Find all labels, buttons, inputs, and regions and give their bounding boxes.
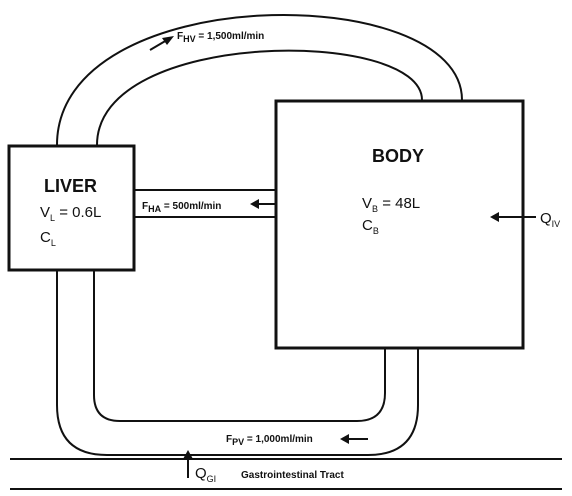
body-concentration: CB bbox=[362, 217, 379, 236]
hepatic-artery-flow-label: FHA = 500ml/min bbox=[142, 201, 221, 214]
liver-title: LIVER bbox=[44, 176, 97, 196]
portal-vein-arrow-icon bbox=[340, 434, 349, 444]
hepatic-vein-arrow-icon bbox=[162, 36, 174, 45]
body-box bbox=[274, 99, 525, 350]
portal-vein-tube-outer bbox=[56, 270, 419, 456]
portal-vein-flow-label: FPV = 1,000ml/min bbox=[226, 434, 313, 447]
liver-volume: VL = 0.6L bbox=[40, 204, 101, 223]
iv-input-label: QIV bbox=[540, 210, 560, 229]
gi-tract-label: Gastrointestinal Tract bbox=[241, 470, 344, 481]
gi-input-label: QGI bbox=[195, 465, 216, 484]
hepatic-artery-arrow-icon bbox=[250, 199, 259, 209]
liver-concentration: CL bbox=[40, 229, 56, 248]
gi-input-arrow-icon bbox=[183, 450, 193, 459]
portal-vein-tube-inner bbox=[93, 270, 386, 422]
body-title: BODY bbox=[372, 146, 424, 166]
hepatic-vein-tube-outer bbox=[56, 14, 463, 146]
hepatic-vein-flow-label: FHV = 1,500ml/min bbox=[177, 31, 264, 44]
liver-box bbox=[7, 144, 136, 272]
hepatic-vein-arrow-shaft bbox=[149, 39, 168, 51]
body-volume: VB = 48L bbox=[362, 195, 420, 214]
iv-input-arrow-icon bbox=[490, 212, 499, 222]
hepatic-vein-tube-inner bbox=[96, 49, 423, 146]
